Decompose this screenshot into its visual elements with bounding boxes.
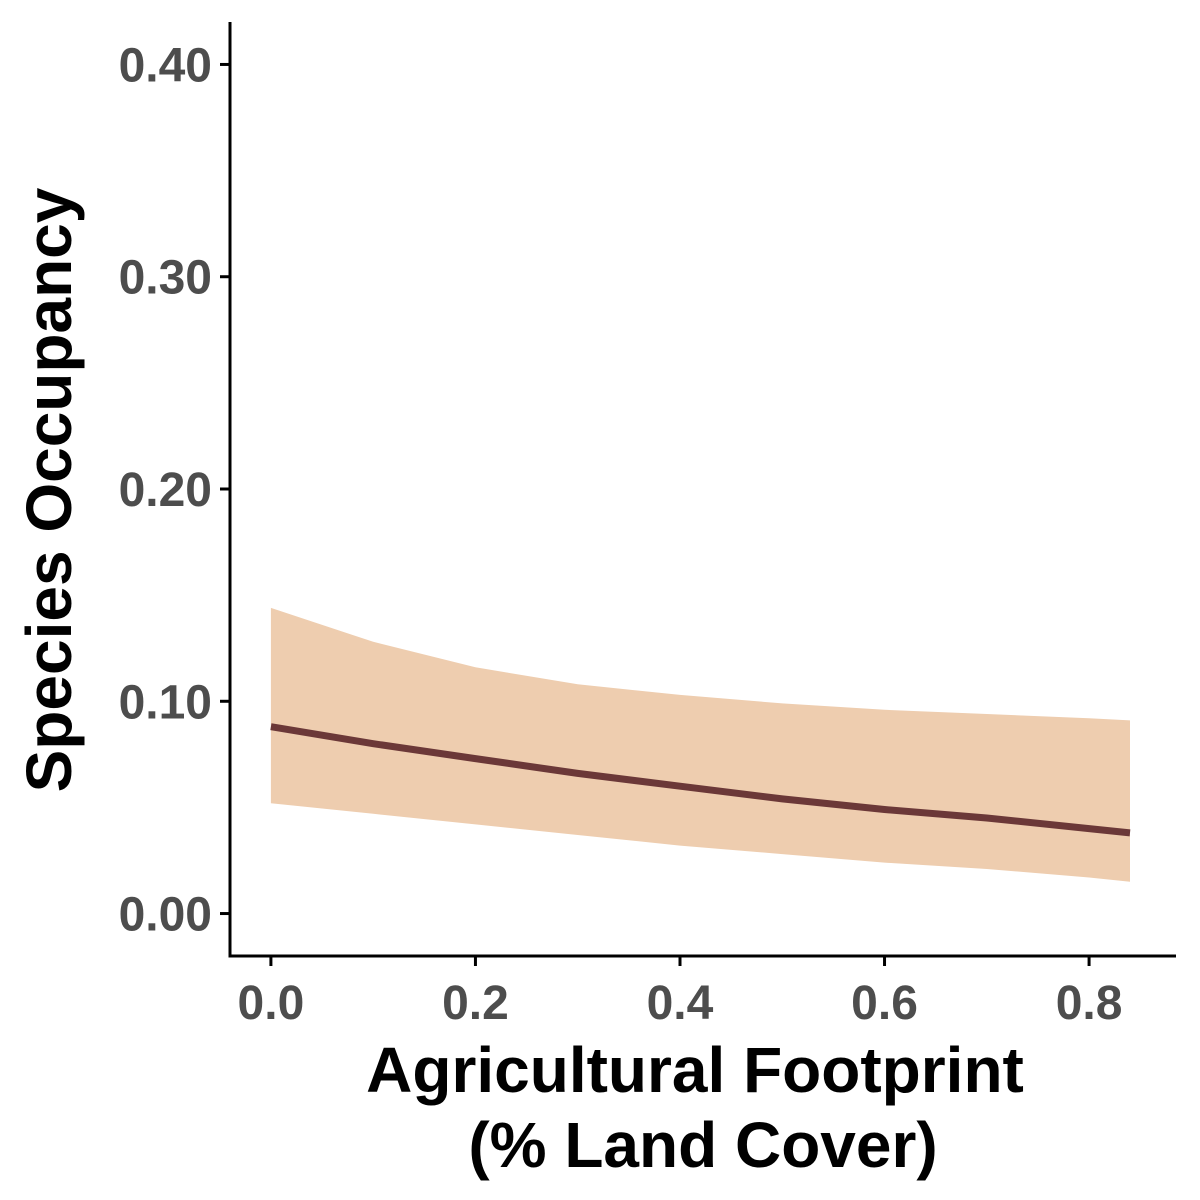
x-axis-title-line-1: Agricultural Footprint xyxy=(366,1034,1024,1106)
x-tick-label: 0.2 xyxy=(442,977,509,1030)
x-tick-label: 0.0 xyxy=(238,977,305,1030)
trend-line xyxy=(270,723,1131,837)
y-axis-title: Species Occupancy xyxy=(13,187,85,792)
x-tick-label: 0.4 xyxy=(647,977,714,1030)
trend-line-layer xyxy=(270,723,1131,837)
x-tick-label: 0.6 xyxy=(851,977,918,1030)
y-tick-label: 0.20 xyxy=(119,464,212,517)
y-tick-label: 0.10 xyxy=(119,676,212,729)
y-tick-label: 0.00 xyxy=(119,889,212,942)
y-axis-ticks: 0.00 0.10 0.20 0.30 0.40 xyxy=(119,39,230,942)
y-tick-label: 0.30 xyxy=(119,252,212,305)
x-axis-ticks: 0.0 0.2 0.4 0.6 0.8 xyxy=(238,956,1123,1030)
x-tick-label: 0.8 xyxy=(1056,977,1123,1030)
x-axis-title-line-2: (% Land Cover) xyxy=(468,1109,937,1181)
y-tick-label: 0.40 xyxy=(119,39,212,92)
